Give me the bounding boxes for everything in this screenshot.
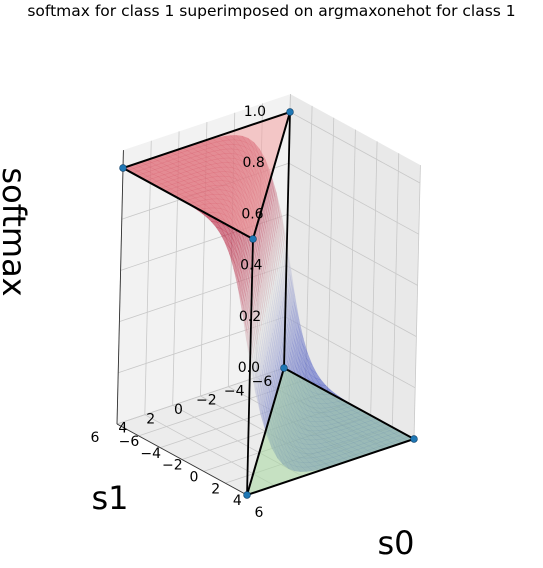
surface-cell [210, 221, 223, 230]
x-tick-label: −4 [140, 446, 161, 462]
y-tick-label: −6 [252, 374, 273, 390]
z-tick-label: 0.2 [239, 309, 261, 325]
y-tick-label: 6 [91, 430, 100, 446]
gridline [413, 165, 421, 440]
y-axis-label: s1 [91, 479, 128, 517]
gridline [305, 105, 313, 380]
y-tick-label: −4 [224, 383, 245, 399]
step-edge [283, 111, 291, 369]
data-point [249, 235, 257, 243]
data-point [119, 164, 127, 172]
x-tick-label: 4 [233, 493, 242, 509]
lower-plane [245, 366, 417, 497]
argmax-planes [120, 110, 417, 497]
gridline [326, 117, 335, 392]
surface-cell [206, 216, 218, 223]
data-point [286, 108, 294, 116]
surface-cell [229, 253, 240, 283]
gridline [370, 141, 378, 416]
data-point [280, 364, 288, 372]
data-point [243, 491, 251, 499]
axis-edge [116, 423, 248, 496]
z-tick-label: 0.8 [243, 155, 265, 171]
x-tick-label: 0 [190, 470, 199, 486]
x-tick-label: 2 [211, 481, 220, 497]
step-edge [246, 238, 254, 496]
upper-plane [120, 110, 292, 241]
axis-edge [116, 150, 124, 425]
y-tick-label: 0 [174, 402, 183, 418]
surface-cell [224, 241, 235, 264]
x-axis-label: s0 [377, 524, 414, 562]
z-tick-label: 0.6 [241, 206, 263, 222]
y-tick-label: 2 [146, 411, 155, 427]
z-axis-label: softmax [0, 167, 33, 296]
z-tick-label: 0.0 [238, 360, 260, 376]
data-point [410, 435, 418, 443]
x-tick-label: 6 [255, 505, 264, 521]
x-tick-label: −6 [119, 434, 140, 450]
axis-labels: s0 s1 softmax [0, 167, 415, 562]
gridline [348, 129, 356, 404]
x-tick-label: −2 [162, 458, 183, 474]
y-tick-label: 4 [118, 421, 127, 437]
z-tick-label: 0.4 [240, 258, 262, 274]
y-tick-label: −2 [196, 393, 217, 409]
gridline [391, 153, 400, 428]
z-tick-label: 1.0 [244, 104, 266, 120]
chart-title: softmax for class 1 superimposed on argm… [27, 2, 516, 20]
gridline [144, 140, 152, 415]
corner-points [119, 108, 418, 499]
